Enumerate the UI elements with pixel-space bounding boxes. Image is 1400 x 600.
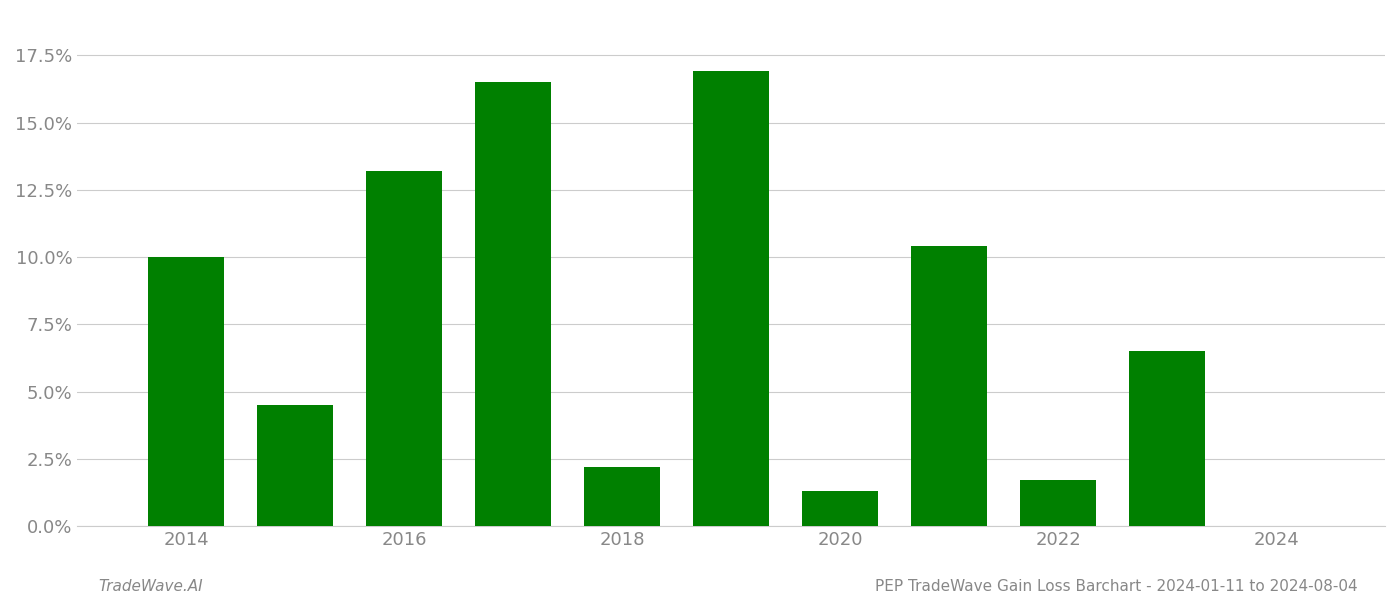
Bar: [693, 71, 769, 526]
Bar: [148, 257, 224, 526]
Bar: [1019, 481, 1096, 526]
Bar: [365, 171, 442, 526]
Bar: [258, 405, 333, 526]
Bar: [911, 247, 987, 526]
Bar: [475, 82, 552, 526]
Text: TradeWave.AI: TradeWave.AI: [98, 579, 203, 594]
Bar: [584, 467, 661, 526]
Bar: [1128, 351, 1205, 526]
Text: PEP TradeWave Gain Loss Barchart - 2024-01-11 to 2024-08-04: PEP TradeWave Gain Loss Barchart - 2024-…: [875, 579, 1358, 594]
Bar: [802, 491, 878, 526]
